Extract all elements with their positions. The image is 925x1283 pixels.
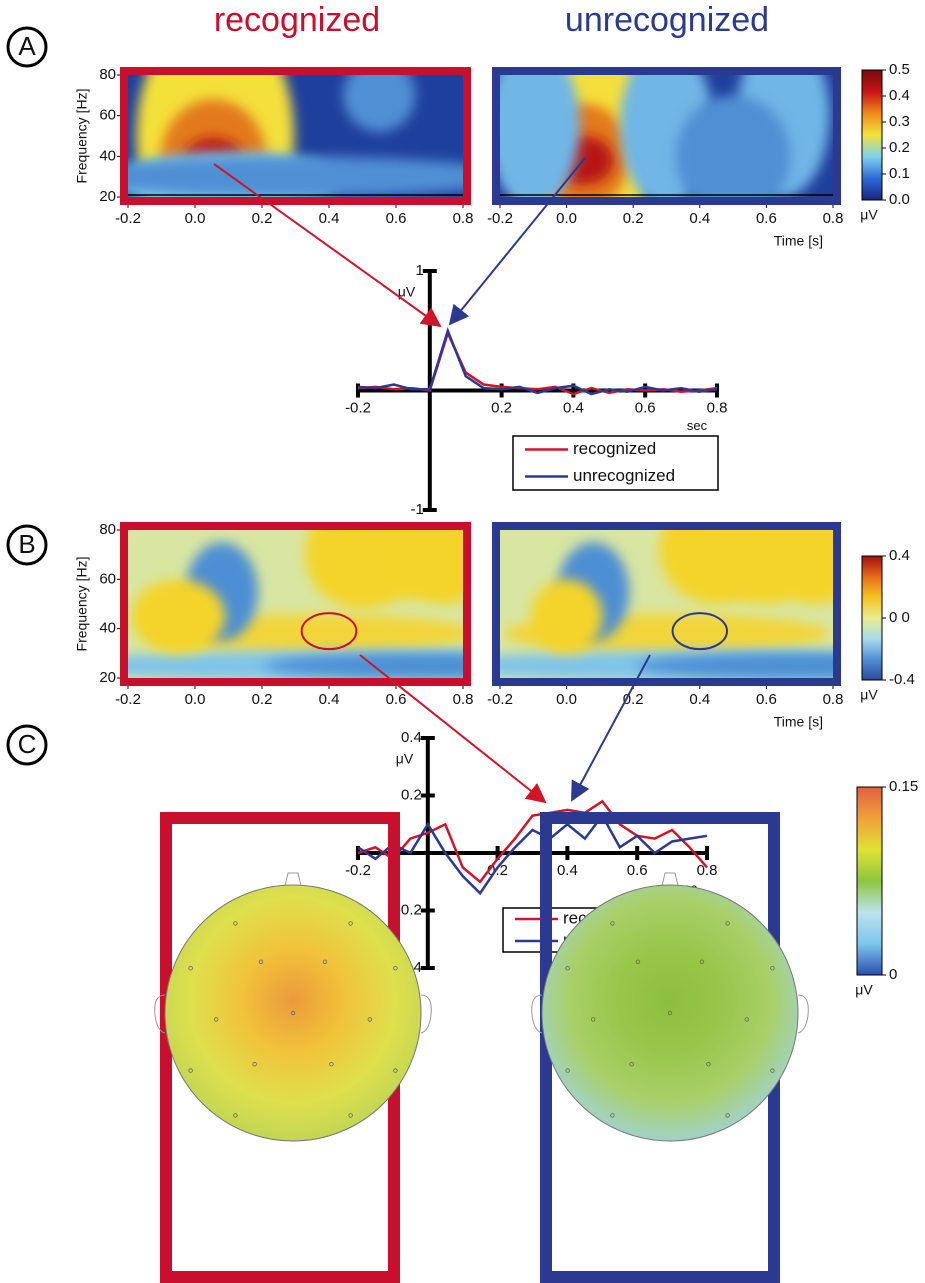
colorbar-unit: μV <box>860 207 878 223</box>
x-tick-label: -0.2 <box>487 691 513 708</box>
x-tick-label: -0.2 <box>345 862 371 879</box>
x-tick-label: -0.2 <box>487 210 513 227</box>
y-tick-label: 40 <box>99 147 116 164</box>
panel-letter: B <box>18 529 35 559</box>
y-axis-label: Frequency [Hz] <box>74 89 90 184</box>
x-tick-label: 0.6 <box>635 399 656 416</box>
nose <box>285 873 301 886</box>
colorbar-tick-label: 0 0 <box>889 609 910 626</box>
x-tick-label: 0.0 <box>185 210 206 227</box>
heatmap-blob <box>399 505 493 604</box>
x-tick-label: 0.6 <box>756 691 777 708</box>
colorbar-tick-label: 0.15 <box>889 778 918 795</box>
legend-label: recognized <box>573 439 656 458</box>
x-tick-label: 0.8 <box>453 210 474 227</box>
colorbar-tick-label: 0.1 <box>889 165 910 182</box>
x-tick-label: 0.6 <box>386 210 407 227</box>
x-tick-label: 0.8 <box>707 399 728 416</box>
x-tick-label: 0.2 <box>252 210 273 227</box>
nose <box>662 873 678 886</box>
x-tick-label: -0.2 <box>115 210 141 227</box>
data-line <box>358 333 717 394</box>
x-tick-label: 0.0 <box>556 691 577 708</box>
x-tick-label: -0.2 <box>345 399 371 416</box>
head-map <box>542 885 798 1141</box>
y-tick-label: -1 <box>410 501 423 518</box>
x-tick-label: 0.4 <box>557 862 578 879</box>
colorbar-unit: μV <box>855 982 873 998</box>
colorbar-tick-label: 0 <box>889 966 897 983</box>
x-tick-label: 0.4 <box>563 399 584 416</box>
y-tick-label: 80 <box>99 66 116 83</box>
figure: recognized unrecognized A B C -0.2 0.0 0.2… <box>0 0 925 1283</box>
x-tick-label: -0.2 <box>115 691 141 708</box>
y-tick-label: 0.2 <box>401 786 422 803</box>
x-tick-label: 0.8 <box>823 691 844 708</box>
x-tick-label: 0.6 <box>386 691 407 708</box>
heatmap-blob <box>77 156 514 197</box>
x-tick-label: 0.2 <box>491 399 512 416</box>
ear <box>798 995 808 1033</box>
column-title: unrecognized <box>565 1 769 39</box>
panel-label: C <box>8 726 46 764</box>
colorbar <box>862 70 882 200</box>
panel-letter: A <box>18 31 36 61</box>
x-tick-label: 0.6 <box>627 862 648 879</box>
y-axis-label: Frequency [Hz] <box>74 557 90 652</box>
x-tick-label: 0.8 <box>823 210 844 227</box>
x-tick-label: 0.0 <box>556 210 577 227</box>
x-tick-label: 0.2 <box>252 691 273 708</box>
column-title: recognized <box>214 1 380 39</box>
head-map <box>165 885 421 1141</box>
data-line <box>358 331 717 394</box>
colorbar-tick-label: -0.4 <box>889 671 915 688</box>
heatmap-blob <box>770 505 863 604</box>
y-tick-label: 0.4 <box>401 729 422 746</box>
x-tick-label: 0.8 <box>697 862 718 879</box>
x-tick-label: 0.0 <box>185 691 206 708</box>
y-tick-label: 20 <box>99 188 116 205</box>
x-tick-label: 0.4 <box>689 691 710 708</box>
colorbar-tick-label: 0.3 <box>889 113 910 130</box>
x-tick-label: 0.6 <box>756 210 777 227</box>
x-tick-label: 0.2 <box>623 210 644 227</box>
x-tick-label: 0.4 <box>319 691 340 708</box>
x-tick-label: 0.8 <box>453 691 474 708</box>
colorbar-tick-label: 0.4 <box>889 87 910 104</box>
heatmap-blob <box>131 579 225 653</box>
x-tick-label: 0.4 <box>689 210 710 227</box>
y-tick-label: 40 <box>99 620 116 637</box>
colorbar-tick-label: 0.2 <box>889 139 910 156</box>
y-tick-label: 60 <box>99 107 116 124</box>
x-axis-label: Time [s] <box>774 233 823 249</box>
x-tick-label: 0.4 <box>319 210 340 227</box>
x-axis-label: sec <box>687 418 708 433</box>
colorbar-tick-label: 0.5 <box>889 61 910 78</box>
colorbar-tick-label: 0.0 <box>889 191 910 208</box>
y-axis-label: μV <box>396 751 414 767</box>
ear <box>421 995 431 1033</box>
y-tick-label: 60 <box>99 570 116 587</box>
y-tick-label: 1 <box>415 262 423 279</box>
y-tick-label: 80 <box>99 521 116 538</box>
panel-label: A <box>8 28 46 66</box>
panel-letter: C <box>18 729 37 759</box>
heatmap-texture <box>487 28 830 252</box>
legend-label: unrecognized <box>573 466 675 485</box>
colorbar-tick-label: 0.4 <box>889 547 910 564</box>
colorbar <box>862 556 882 680</box>
colorbar-unit: μV <box>860 687 878 703</box>
panel-label: B <box>8 526 46 564</box>
y-tick-label: 20 <box>99 669 116 686</box>
colorbar <box>857 787 882 975</box>
heatmap-blob <box>531 579 603 653</box>
x-axis-label: Time [s] <box>774 714 823 730</box>
